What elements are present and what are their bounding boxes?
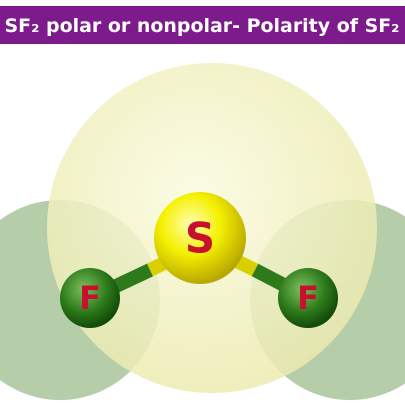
atoms: S F F	[60, 192, 338, 328]
title-banner	[0, 6, 405, 44]
atom-label: S	[185, 214, 215, 263]
fluorine-atom	[60, 268, 120, 328]
fluorine-atom	[278, 268, 338, 328]
sulfur-atom	[154, 192, 246, 284]
title: SF₂ polar or nonpolar- Polarity of SF₂	[5, 15, 400, 37]
atom-label: F	[297, 279, 319, 317]
atom-label: F	[79, 279, 101, 317]
